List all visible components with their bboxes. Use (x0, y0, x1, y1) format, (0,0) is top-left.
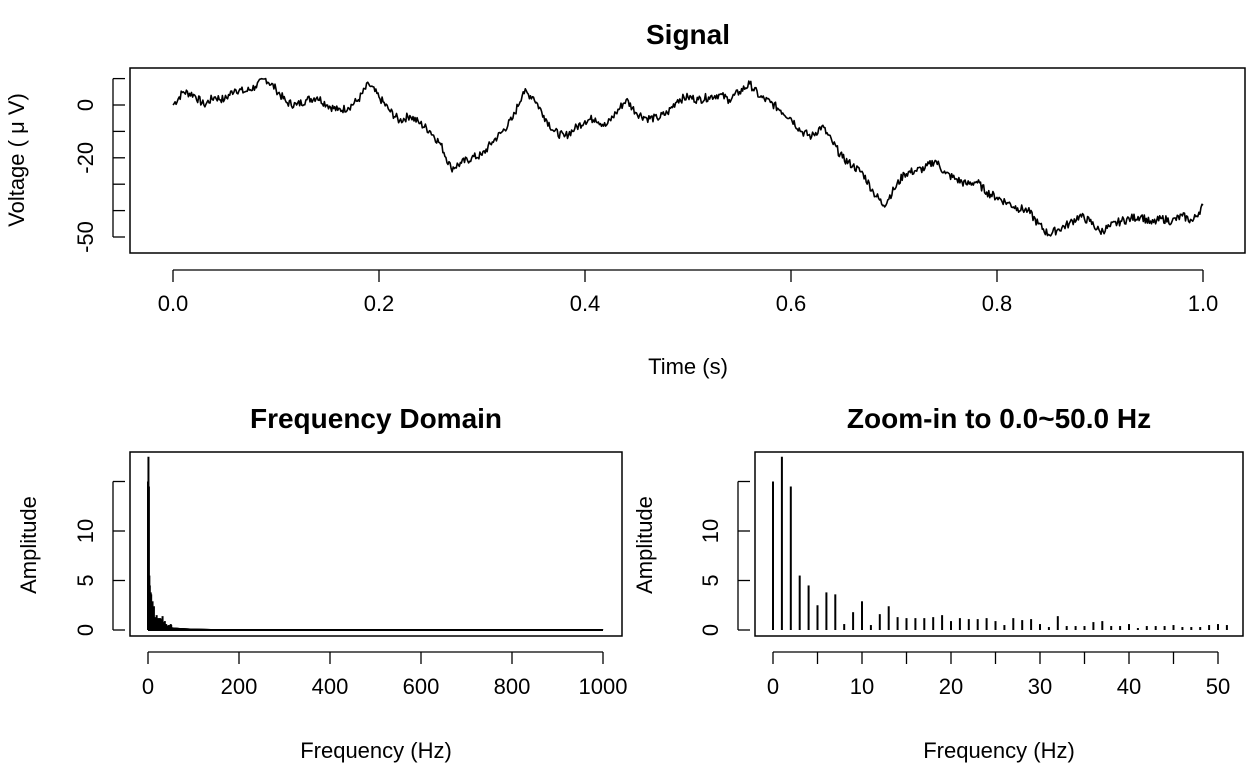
zoom-y-tick-label: 0 (698, 624, 723, 636)
signal-y-tick-label: 0 (73, 99, 98, 111)
zoom-x-axis: 0 10 20 30 40 50 (767, 651, 1230, 699)
frequency-domain-x-label: Frequency (Hz) (300, 738, 452, 763)
frequency-domain-bars (147, 456, 604, 631)
signal-x-tick-label: 0.0 (158, 291, 189, 316)
signal-y-tick-label: -20 (73, 142, 98, 174)
frequency-domain-y-label: Amplitude (16, 496, 41, 594)
zoom-x-tick-label: 30 (1028, 674, 1052, 699)
signal-y-tick-label: -50 (73, 221, 98, 253)
signal-x-tick-label: 0.2 (364, 291, 395, 316)
signal-x-label: Time (s) (648, 354, 728, 379)
frequency-domain-x-tick-label: 200 (221, 674, 258, 699)
zoom-x-tick-label: 40 (1117, 674, 1141, 699)
zoom-y-tick-label: 5 (698, 574, 723, 586)
zoom-y-axis: 0 5 10 (698, 480, 750, 636)
signal-title: Signal (646, 19, 730, 50)
zoom-x-tick-label: 20 (939, 674, 963, 699)
signal-x-tick-label: 1.0 (1188, 291, 1219, 316)
zoom-y-tick-label: 10 (698, 519, 723, 543)
zoom-x-tick-label: 0 (767, 674, 779, 699)
frequency-domain-y-tick-label: 5 (73, 574, 98, 586)
signal-x-tick-label: 0.6 (776, 291, 807, 316)
frequency-domain-y-tick-label: 10 (73, 519, 98, 543)
frequency-domain-x-axis: 0 200 400 600 800 1000 (142, 651, 628, 699)
signal-x-axis: 0.0 0.2 0.4 0.6 0.8 1.0 (158, 269, 1219, 316)
frequency-domain-x-tick-label: 0 (142, 674, 154, 699)
frequency-domain-x-tick-label: 600 (403, 674, 440, 699)
signal-plot-box (129, 67, 1246, 254)
frequency-domain-title: Frequency Domain (250, 403, 502, 434)
zoom-plot-box (754, 451, 1244, 637)
zoom-panel: Zoom-in to 0.0~50.0 Hz Frequency (Hz) Am… (632, 403, 1244, 763)
frequency-domain-x-tick-label: 1000 (579, 674, 628, 699)
frequency-domain-x-tick-label: 800 (494, 674, 531, 699)
signal-panel: Signal Time (s) Voltage ( μ V) 0.0 0.2 0.4… (4, 19, 1246, 379)
zoom-x-tick-label: 50 (1206, 674, 1230, 699)
frequency-domain-y-tick-label: 0 (73, 624, 98, 636)
signal-x-tick-label: 0.4 (570, 291, 601, 316)
frequency-domain-y-axis: 0 5 10 (73, 480, 125, 636)
zoom-y-label: Amplitude (632, 496, 657, 594)
signal-y-axis: 0 -20 -50 (73, 77, 125, 253)
signal-x-tick-label: 0.8 (982, 291, 1013, 316)
zoom-x-tick-label: 10 (850, 674, 874, 699)
zoom-bars (772, 456, 1228, 630)
frequency-domain-x-tick-label: 400 (312, 674, 349, 699)
signal-series-line (172, 77, 1204, 237)
zoom-title: Zoom-in to 0.0~50.0 Hz (847, 403, 1151, 434)
frequency-domain-plot-box (129, 451, 623, 637)
zoom-x-label: Frequency (Hz) (923, 738, 1075, 763)
signal-y-label: Voltage ( μ V) (4, 93, 29, 227)
frequency-domain-panel: Frequency Domain Frequency (Hz) Amplitud… (16, 403, 627, 763)
